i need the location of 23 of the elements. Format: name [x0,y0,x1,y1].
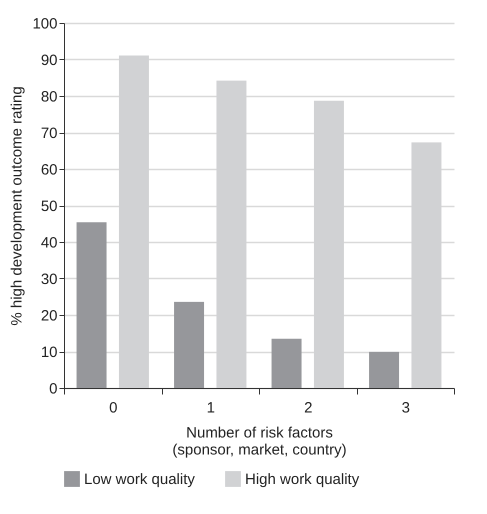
bar [272,338,302,388]
bar [369,352,400,388]
bar [174,302,204,388]
y-tick-label: 10 [40,344,58,361]
y-tick-label: 90 [40,52,58,69]
y-tick-label: 0 [49,380,58,398]
legend-label: High work quality [245,471,360,488]
x-tick-label: 2 [304,400,312,416]
y-tick-label: 80 [40,88,58,106]
y-tick-label: 60 [40,162,58,178]
y-tick-label: 70 [40,125,58,142]
x-axis-title: Number of risk factors (sponsor, market, country) [172,424,347,458]
y-tick-label: 40 [40,234,58,252]
bar [76,222,107,388]
y-tick-label: 30 [40,271,58,288]
x-tick-label: 0 [109,400,118,416]
y-tick-label: 20 [40,308,58,324]
y-axis-title: % high development outcome rating [8,86,26,326]
x-tick-label: 1 [206,400,215,416]
legend-label: Low work quality [84,471,196,488]
y-tick-label: 100 [32,16,58,32]
y-tick-label: 50 [40,198,58,215]
x-tick-label: 3 [402,400,410,416]
